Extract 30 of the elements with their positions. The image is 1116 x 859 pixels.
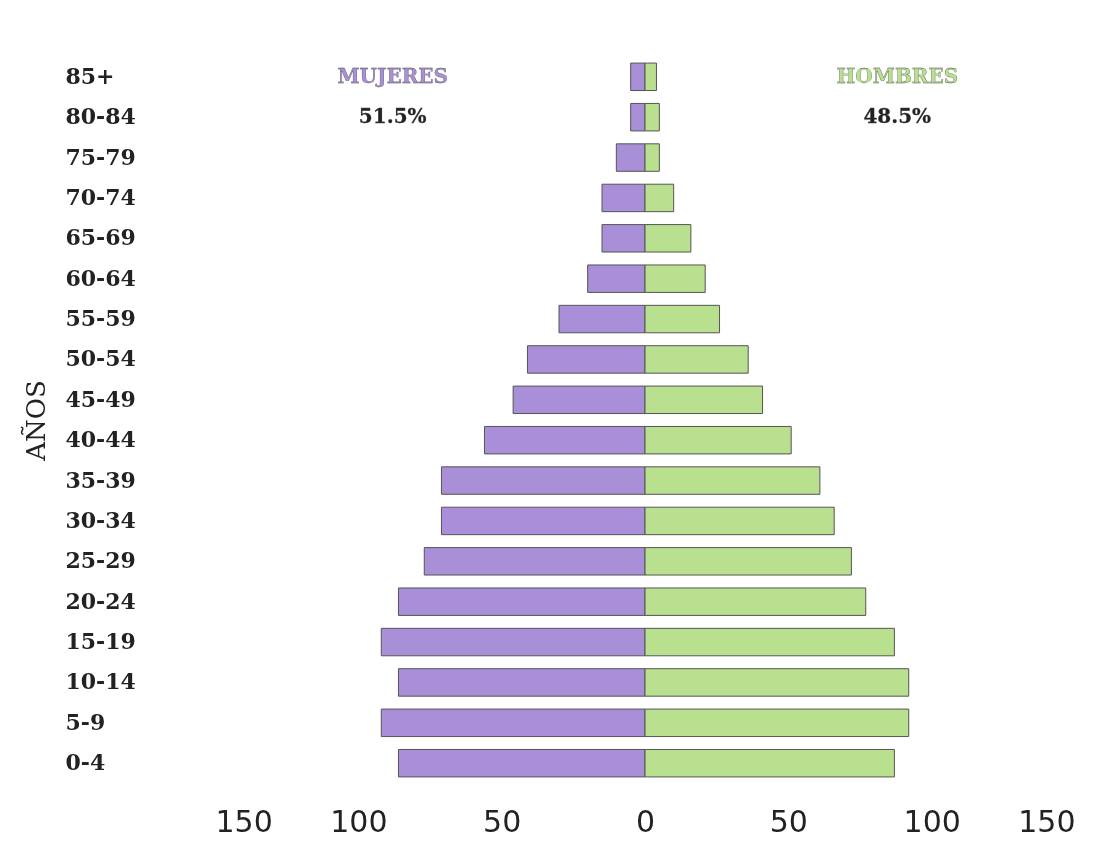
annotation: 48.5% (863, 104, 932, 129)
y-tick-label: 15-19 (65, 628, 136, 655)
y-tick-label: 55-59 (65, 305, 136, 332)
y-tick-label: 5-9 (65, 708, 106, 735)
x-tick-label: 150 (215, 803, 273, 839)
annotation: 51.5% (358, 104, 427, 129)
x-tick-label: 100 (330, 803, 388, 839)
text: HOMBRES (836, 63, 959, 88)
y-axis-title: AÑOS (19, 380, 51, 462)
text: MUJERES (337, 63, 449, 88)
y-tick-label: 10-14 (65, 668, 136, 695)
x-tick-label: 150 (1018, 803, 1076, 839)
y-tick-label: 25-29 (65, 547, 136, 574)
y-tick-label: 80-84 (65, 103, 136, 130)
y-tick-label: 30-34 (65, 506, 136, 533)
x-tick-label: 50 (483, 803, 522, 839)
x-tick-label: 0 (635, 803, 656, 839)
x-tick-label: 50 (769, 803, 808, 839)
y-tick-label: 20-24 (65, 587, 136, 614)
y-tick-label: 35-39 (65, 466, 136, 493)
y-tick-label: 40-44 (65, 426, 136, 453)
y-tick-label: 50-54 (65, 345, 136, 372)
y-tick-label: 45-49 (65, 385, 136, 412)
x-tick-label: 100 (903, 803, 961, 839)
y-tick-label: 75-79 (65, 143, 136, 170)
y-tick-label: 65-69 (65, 224, 136, 251)
y-tick-label: 70-74 (65, 183, 136, 210)
y-tick-label: 85+ (65, 62, 115, 89)
y-tick-label: 60-64 (65, 264, 136, 291)
y-tick-label: 0-4 (65, 749, 106, 776)
